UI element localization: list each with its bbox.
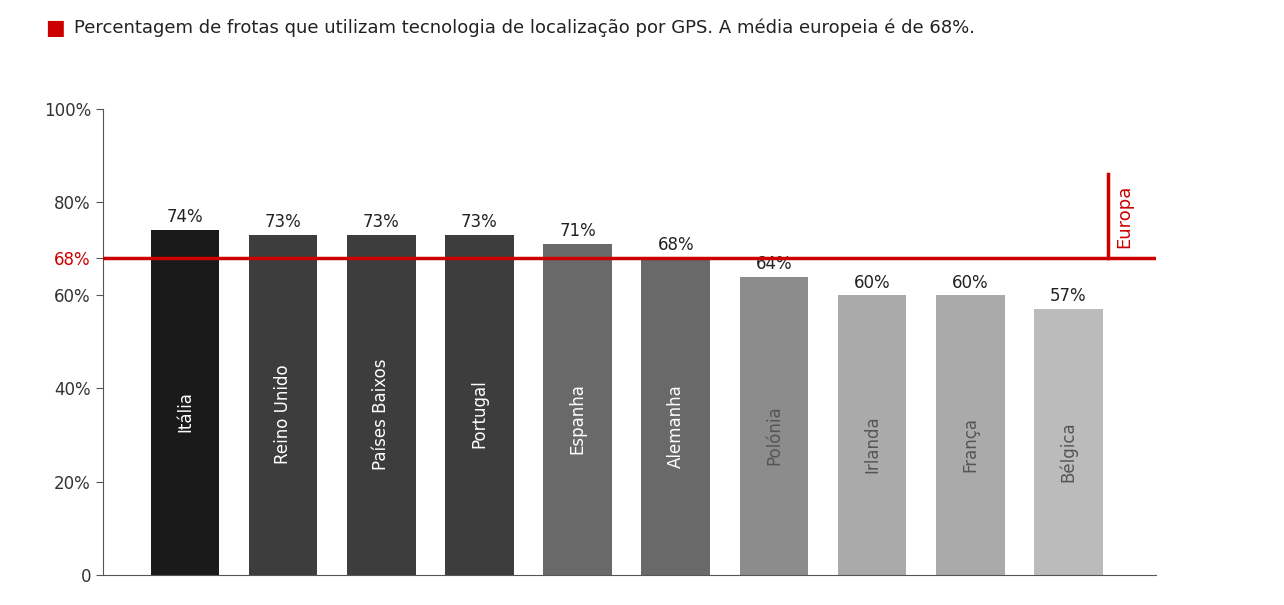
Bar <box>1034 309 1103 575</box>
Bar <box>936 295 1004 575</box>
Bar <box>347 235 416 575</box>
Bar <box>642 258 710 575</box>
Bar <box>740 276 809 575</box>
Text: Bélgica: Bélgica <box>1059 421 1077 482</box>
Text: 73%: 73% <box>265 213 302 231</box>
Text: Países Baixos: Países Baixos <box>372 358 390 469</box>
Text: Irlanda: Irlanda <box>863 416 881 473</box>
Text: Reino Unido: Reino Unido <box>273 364 291 464</box>
Text: França: França <box>962 417 980 472</box>
Bar <box>543 244 612 575</box>
Text: 68%: 68% <box>657 236 695 254</box>
Text: 73%: 73% <box>363 213 399 231</box>
Text: Europa: Europa <box>1116 185 1134 247</box>
Text: 74%: 74% <box>167 208 203 226</box>
Text: Polónia: Polónia <box>765 405 783 465</box>
Text: 73%: 73% <box>461 213 498 231</box>
Text: ■: ■ <box>45 18 64 38</box>
Text: 60%: 60% <box>854 273 890 292</box>
Text: Alemanha: Alemanha <box>666 384 684 468</box>
Text: 60%: 60% <box>951 273 989 292</box>
Text: 71%: 71% <box>560 222 596 240</box>
Text: Espanha: Espanha <box>569 383 587 454</box>
Text: Portugal: Portugal <box>470 380 488 448</box>
Text: Percentagem de frotas que utilizam tecnologia de localização por GPS. A média eu: Percentagem de frotas que utilizam tecno… <box>74 18 976 37</box>
Bar <box>249 235 317 575</box>
Text: 64%: 64% <box>756 255 792 273</box>
Bar <box>837 295 907 575</box>
Bar <box>150 230 220 575</box>
Bar <box>446 235 514 575</box>
Text: Itália: Itália <box>176 391 194 432</box>
Text: 57%: 57% <box>1050 287 1086 306</box>
